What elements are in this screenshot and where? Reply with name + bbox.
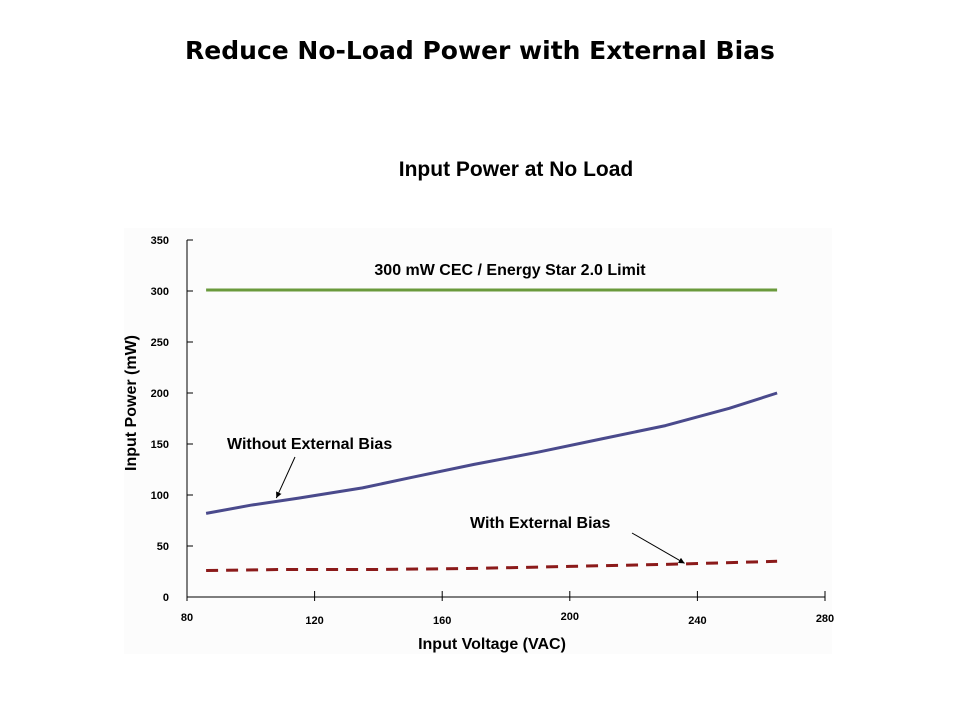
y-tick-label: 250 [151,337,169,349]
annotation-layer: 300 mW CEC / Energy Star 2.0 Limit Withou… [227,262,685,564]
y-tick-label: 100 [151,490,169,502]
x-tick-label: 160 [433,615,451,627]
axes: 0 50 100 150 200 250 300 350 80 120 160 200 240 280 [151,235,835,627]
annotation-arrow-3 [631,532,685,564]
x-tick-label: 240 [688,615,706,627]
y-tick-label: 200 [151,388,169,400]
annotation-arrow-2 [275,456,296,499]
slide-title: Reduce No-Load Power with External Bias [185,36,775,65]
annotation-label-2: Without External Bias [227,436,392,453]
y-tick-label: 150 [151,439,169,451]
y-tick-label: 0 [163,592,169,604]
annotation-label-3: With External Bias [470,515,610,532]
chart-title: Input Power at No Load [398,158,634,181]
x-tick-label: 200 [561,611,579,623]
y-axis-label: Input Power (mW) [123,335,140,471]
y-tick-label: 300 [151,286,169,298]
y-tick-label: 50 [157,541,169,553]
y-tick-label: 350 [151,235,169,247]
annotation-label-1: 300 mW CEC / Energy Star 2.0 Limit [374,262,646,279]
x-tick-label: 120 [305,615,323,627]
series-line-3 [206,559,778,572]
series-layer [205,288,778,572]
x-axis-label: Input Voltage (VAC) [418,636,566,653]
series-line-2 [205,391,778,515]
x-tick-label: 80 [181,612,193,624]
x-tick-label: 280 [816,613,834,625]
plot-background [124,228,832,654]
